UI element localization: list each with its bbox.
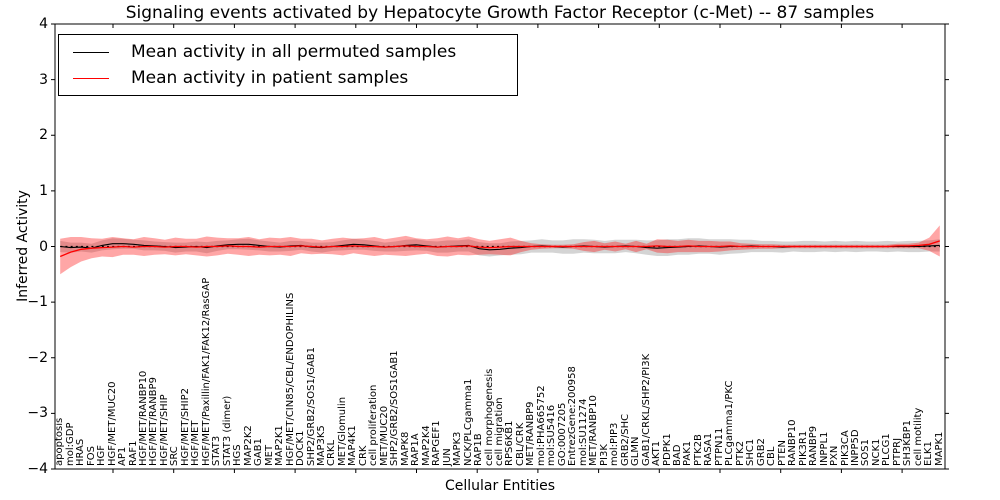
x-tick-label: AKT1 <box>651 440 663 466</box>
y-tick-label: −2 <box>27 349 48 366</box>
x-tick-label: MAPK3 <box>452 431 464 466</box>
x-tick-label: apoptosis <box>54 417 66 466</box>
x-tick-label: SHC1 <box>745 438 757 466</box>
legend-entry-permuted: Mean activity in all permuted samples <box>73 40 517 64</box>
x-tick-label: MET/RANBP10 <box>588 395 600 466</box>
x-tick-label: SOS1 <box>860 439 872 466</box>
x-tick-label: GAB1 <box>253 438 265 466</box>
legend-label-patient: Mean activity in patient samples <box>131 68 409 88</box>
x-tick-label: CBL <box>766 446 778 466</box>
x-tick-label: MAPK1 <box>933 431 945 466</box>
x-tick-label: HGF/MET <box>190 420 202 466</box>
x-tick-label: GLMN <box>630 436 642 466</box>
x-tick-label: RAPGEF1 <box>431 420 443 466</box>
y-tick-label: 3 <box>39 71 48 88</box>
x-tick-label: SRC <box>169 446 181 466</box>
x-tick-label: EntrezGene:200958 <box>567 366 579 466</box>
y-tick-label: 4 <box>39 16 48 32</box>
x-tick-label: MAP2K1 <box>274 425 286 466</box>
x-tick-label: HGF/MET/RANBP9 <box>148 377 160 466</box>
x-tick-label: CRKL <box>326 439 338 466</box>
x-tick-label: STAT3 <box>211 435 223 466</box>
patient-mean-line <box>59 240 941 258</box>
x-tick-label: PLCG1 <box>881 433 893 466</box>
legend-entry-patient: Mean activity in patient samples <box>73 66 517 90</box>
x-tick-label: RANBP9 <box>808 425 820 466</box>
y-tick-label: 1 <box>39 182 48 199</box>
x-tick-label: RPS6KB1 <box>504 420 516 466</box>
x-tick-label: RAP1B <box>473 433 485 466</box>
x-axis-label: Cellular Entities <box>444 478 556 494</box>
x-tick-label: AP1 <box>117 446 129 466</box>
y-tick-label: 2 <box>39 127 48 144</box>
x-tick-label: HGF <box>96 444 108 466</box>
x-tick-label: HRAS <box>75 438 87 466</box>
y-tick-label: 0 <box>39 238 48 255</box>
x-tick-label: ELK1 <box>923 441 935 466</box>
permuted-line-sample-icon <box>73 51 109 53</box>
y-tick-label: −3 <box>27 405 48 422</box>
x-tick-label: SHP2/GRB2/SOS1GAB1 <box>389 350 401 466</box>
plot-area <box>51 23 949 473</box>
x-tick-label: SH3KBP1 <box>902 419 914 466</box>
y-tick-label: −1 <box>27 294 48 311</box>
chart-title: Signaling events activated by Hepatocyte… <box>125 3 875 23</box>
x-tick-label: cell proliferation <box>368 384 380 466</box>
x-tick-label: RANBP10 <box>787 419 799 466</box>
x-tick-label: PXN <box>829 445 841 466</box>
x-tick-label: DOCK1 <box>295 430 307 466</box>
y-tick-label: −4 <box>27 461 48 477</box>
x-tick-label: RAP1A <box>410 433 422 466</box>
x-tick-label: MAP4K1 <box>347 425 359 466</box>
legend: Mean activity in all permuted samples Me… <box>58 34 518 96</box>
y-axis-label: Inferred Activity <box>15 190 31 302</box>
x-tick-label: PLCgamma1/PKC <box>724 380 736 466</box>
patient-line-sample-icon <box>73 77 109 79</box>
x-tick-label: mol:PIP3 <box>609 422 621 466</box>
x-tick-label: HGS <box>232 444 244 466</box>
x-tick-label: PAK1 <box>682 440 694 466</box>
x-tick-label: mol:SU5416 <box>546 404 558 466</box>
legend-label-permuted: Mean activity in all permuted samples <box>131 42 457 62</box>
x-tick-label: RASA1 <box>703 432 715 466</box>
x-tick-label: MET/RANBP9 <box>525 401 537 466</box>
